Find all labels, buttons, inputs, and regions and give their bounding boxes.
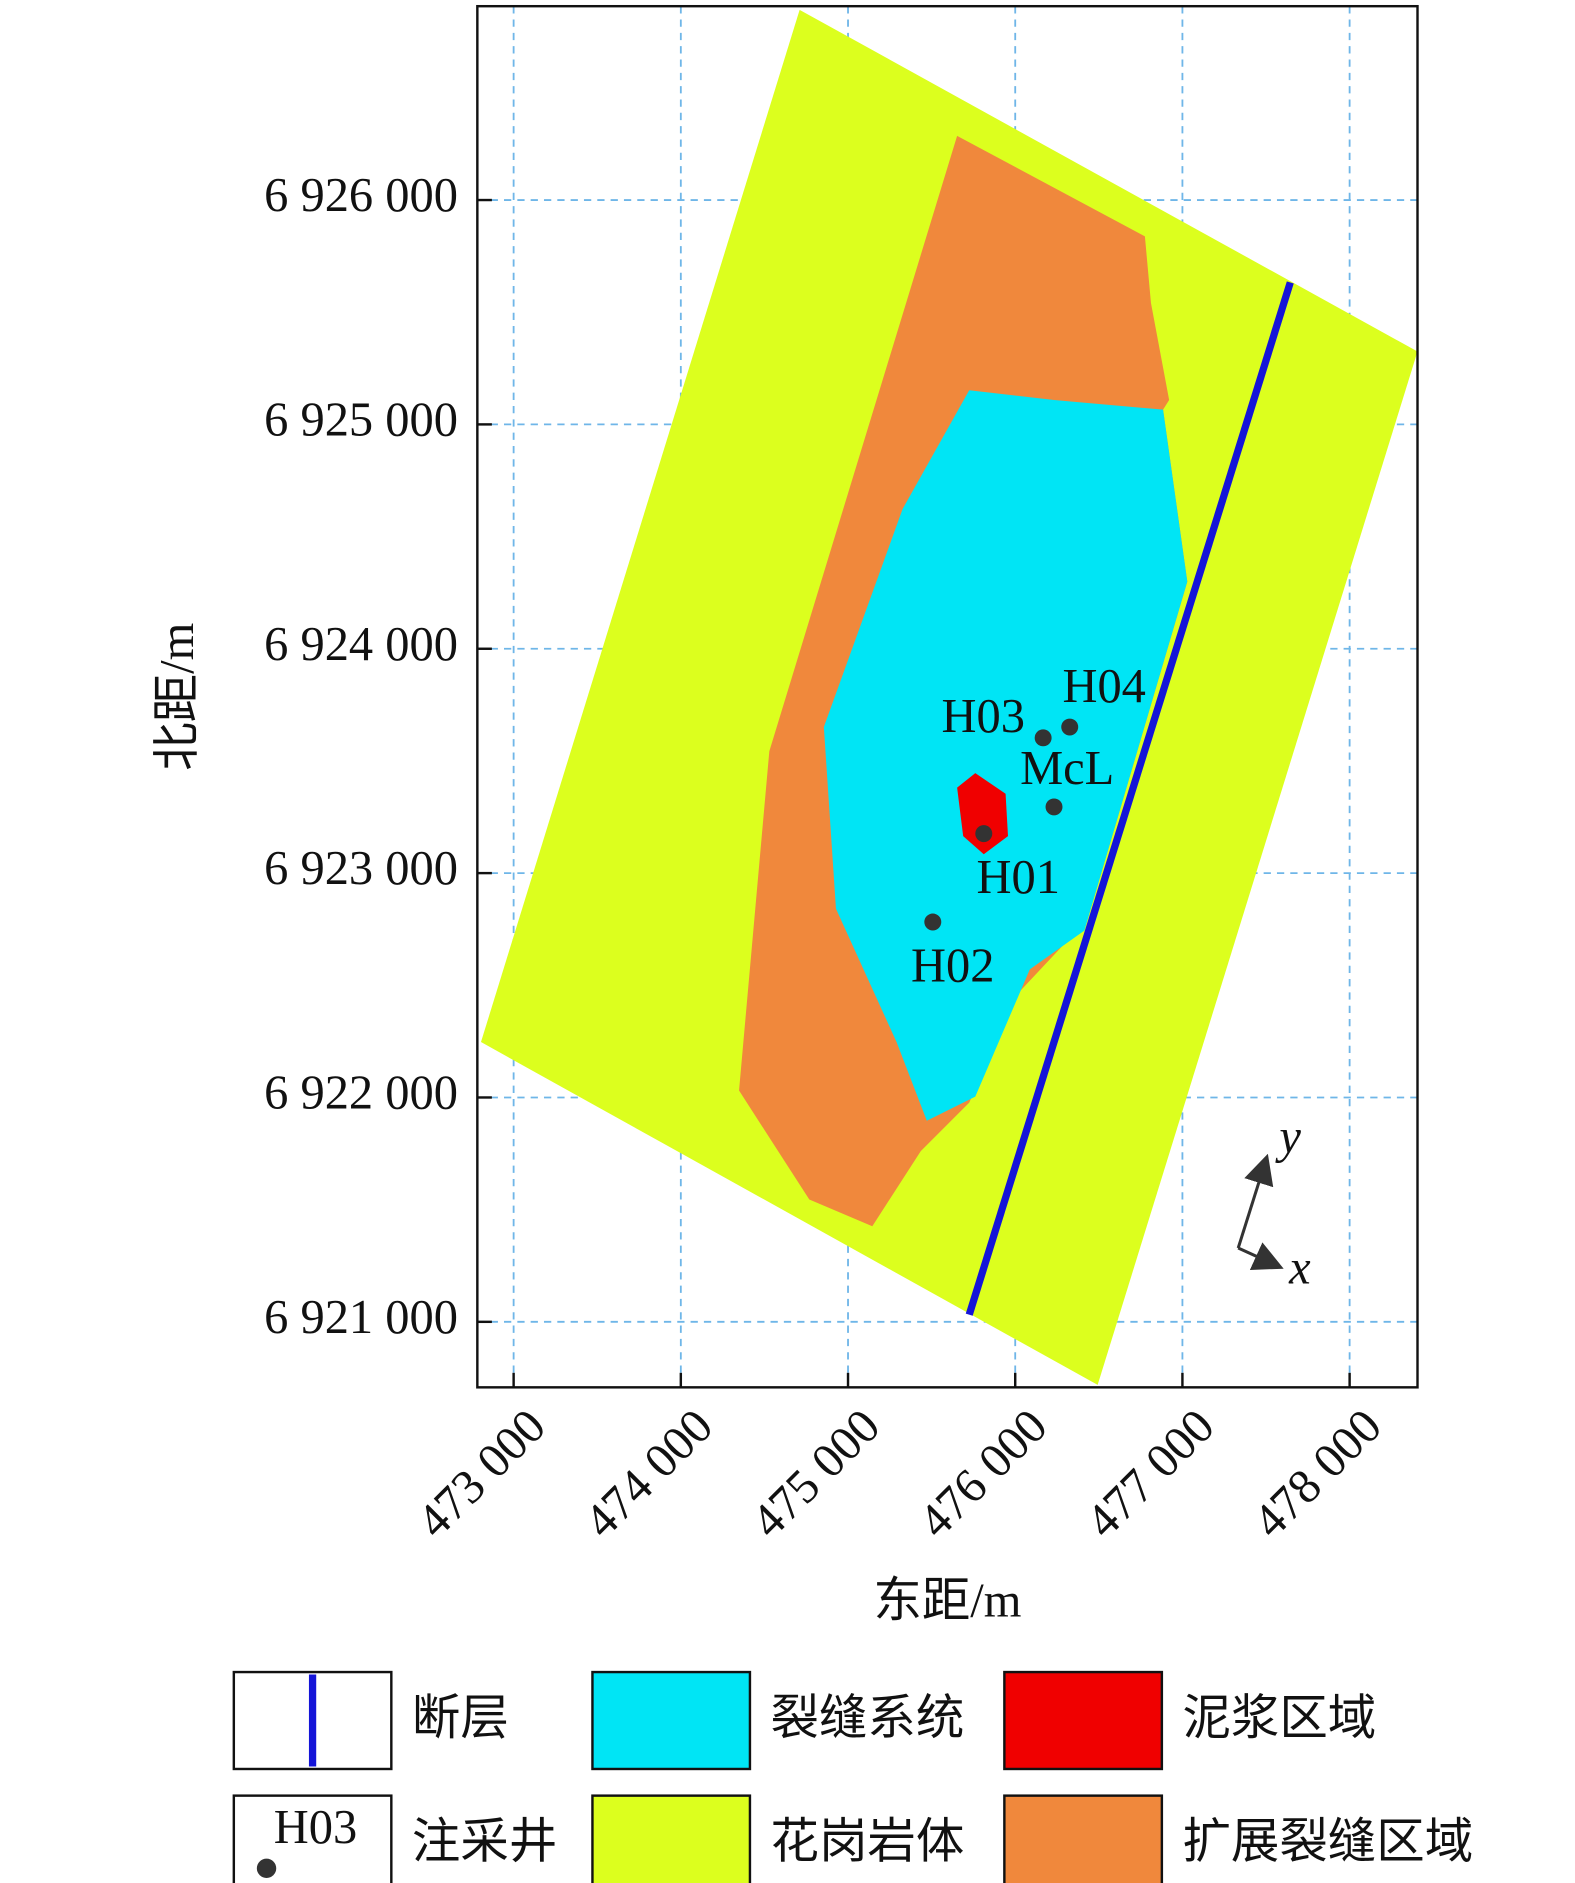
y-tick-label: 6 923 000 <box>264 842 458 895</box>
x-tick-label: 476 000 <box>909 1399 1058 1548</box>
legend-label: 裂缝系统 <box>771 1692 965 1745</box>
well-point <box>1034 729 1052 747</box>
x-tick-label: 473 000 <box>407 1399 556 1548</box>
legend-swatch <box>591 1794 752 1883</box>
x-axis-label: 东距/m <box>873 1575 1021 1628</box>
compass-x-label: x <box>1288 1241 1311 1294</box>
legend-label: 泥浆区域 <box>1182 1692 1376 1745</box>
x-tick-label: 475 000 <box>741 1399 890 1548</box>
x-tick-label: 474 000 <box>574 1399 723 1548</box>
map-regions <box>480 9 1418 1385</box>
x-tick-label: 478 000 <box>1243 1399 1392 1548</box>
well-point <box>924 913 942 931</box>
legend-well-sample: H03 <box>274 1801 357 1854</box>
plot-frame <box>476 4 1419 1389</box>
compass-y-label: y <box>1274 1111 1301 1164</box>
y-tick-label: 6 925 000 <box>264 394 458 447</box>
legend-swatch <box>1003 1794 1164 1883</box>
compass-y <box>1236 1153 1274 1249</box>
y-tick-label: 6 921 000 <box>264 1291 458 1344</box>
legend-label: 花岗岩体 <box>771 1816 965 1869</box>
wells: H03 H04 McL H01 H02 <box>911 660 1146 993</box>
legend-label: 扩展裂缝区域 <box>1182 1816 1473 1869</box>
y-axis-label: 北距/m <box>151 623 204 771</box>
well-label: H03 <box>942 690 1025 743</box>
legend-label: 注采井 <box>412 1816 557 1869</box>
well-label: H04 <box>1062 660 1145 713</box>
legend-swatch <box>1003 1670 1164 1771</box>
legend-label: 断层 <box>412 1692 509 1745</box>
mud-region <box>957 773 1008 855</box>
y-tick-label: 6 926 000 <box>264 169 458 222</box>
well-point <box>975 825 993 843</box>
legend-well-dot <box>256 1858 277 1879</box>
compass-x <box>1237 1242 1284 1270</box>
well-point <box>1045 798 1063 816</box>
well-label: H01 <box>977 851 1060 904</box>
well-label: H02 <box>911 940 994 993</box>
fault-line <box>965 281 1294 1316</box>
fracture-system-region <box>823 390 1188 1121</box>
well-point <box>1061 718 1079 736</box>
y-tick-label: 6 924 000 <box>264 618 458 671</box>
well-label: McL <box>1020 742 1114 795</box>
y-tick-label: 6 922 000 <box>264 1067 458 1120</box>
x-tick-label: 477 000 <box>1076 1399 1225 1548</box>
legend-swatch <box>591 1670 752 1771</box>
